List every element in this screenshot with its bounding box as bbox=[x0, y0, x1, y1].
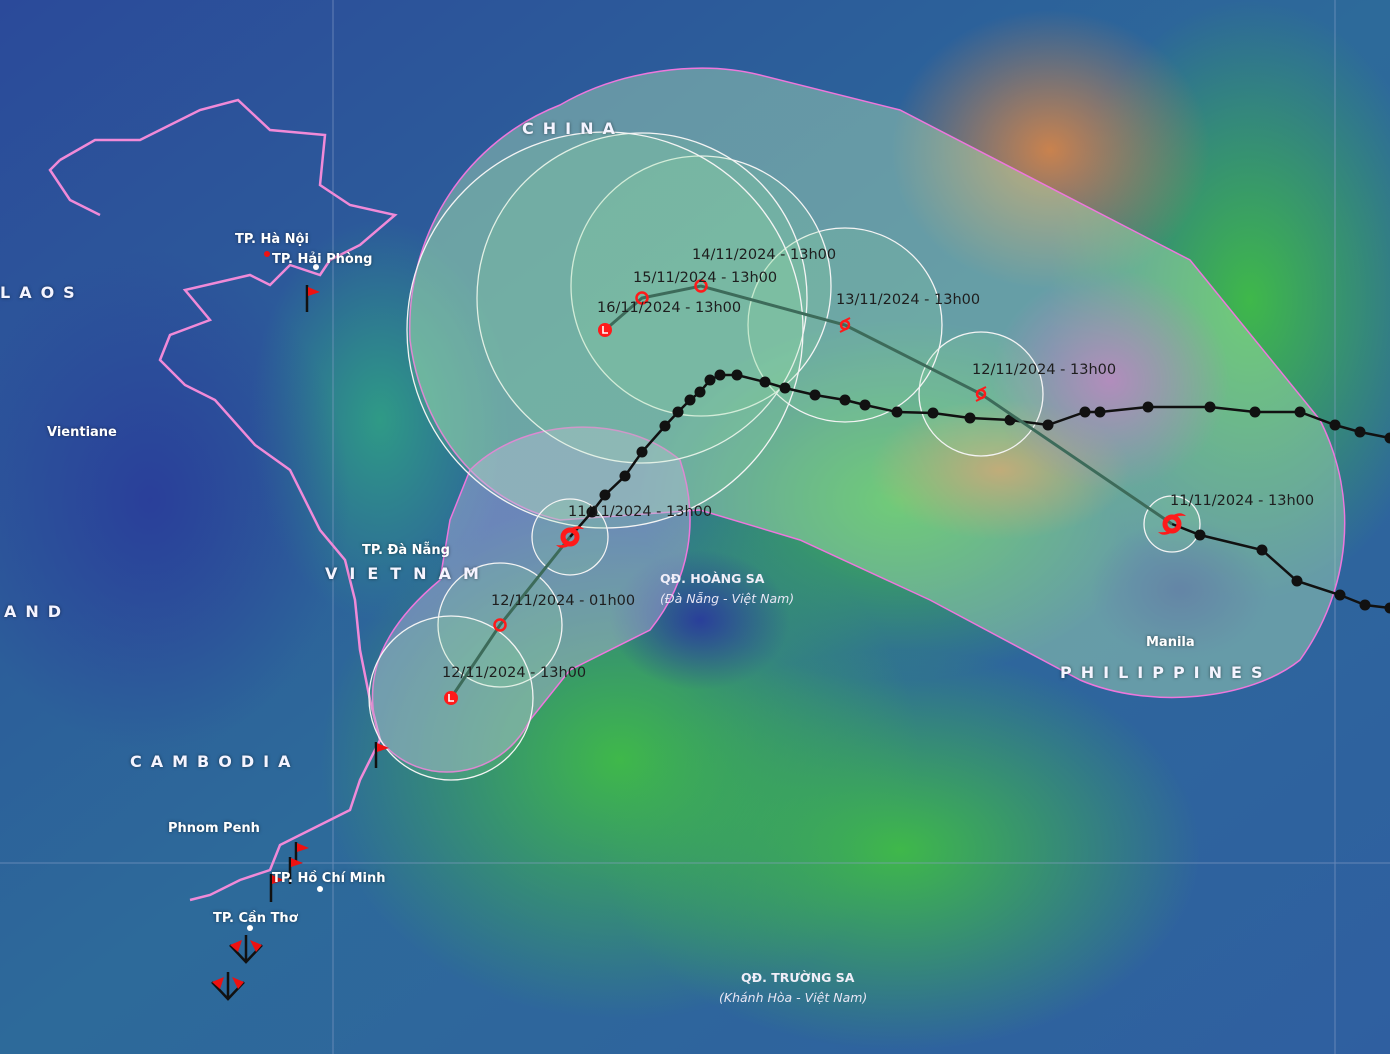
country-label-laos: LAOS bbox=[0, 283, 84, 302]
flag-icon bbox=[294, 842, 309, 862]
forecast-label: 12/11/2024 - 13h00 bbox=[442, 665, 587, 681]
past-position-icon bbox=[672, 406, 684, 418]
typhoon-icon bbox=[556, 526, 584, 548]
past-position-icon bbox=[731, 369, 743, 381]
depression-icon bbox=[493, 618, 507, 632]
past-position-icon bbox=[859, 399, 871, 411]
flag-icon bbox=[229, 935, 263, 964]
city-dots bbox=[247, 251, 323, 931]
forecast-label: 11/11/2024 - 13h00 bbox=[568, 504, 713, 520]
typhoon-icon bbox=[1158, 513, 1186, 535]
city-label-danang: TP. Đà Nẵng bbox=[362, 543, 450, 558]
past-position-icon bbox=[1354, 426, 1366, 438]
past-position-icon bbox=[1094, 406, 1106, 418]
country-label-philippines: PHILIPPINES bbox=[1060, 663, 1272, 682]
island-label-truongsa: QĐ. TRƯỜNG SA bbox=[741, 970, 855, 985]
forecast-label: 12/11/2024 - 13h00 bbox=[972, 362, 1117, 378]
vietnam-border bbox=[48, 98, 398, 902]
flag-icon bbox=[288, 857, 303, 884]
forecast-label: 12/11/2024 - 01h00 bbox=[491, 593, 636, 609]
past-position-icon bbox=[1294, 406, 1306, 418]
past-position-icon bbox=[1256, 544, 1268, 556]
storm-tracks bbox=[449, 284, 1390, 699]
storm-icon bbox=[839, 317, 851, 333]
forecast-label: 11/11/2024 - 13h00 bbox=[1170, 493, 1315, 509]
flag-icon bbox=[374, 742, 389, 768]
city-label-manila: Manila bbox=[1146, 635, 1195, 650]
depression-icon bbox=[635, 291, 649, 305]
past-position-icon bbox=[599, 489, 611, 501]
past-position-icon bbox=[1359, 599, 1371, 611]
past-position-icon bbox=[927, 407, 939, 419]
past-position-icon bbox=[964, 412, 976, 424]
forecast-label: 16/11/2024 - 13h00 bbox=[597, 300, 742, 316]
past-position-icon bbox=[1194, 529, 1206, 541]
forecast-label: 13/11/2024 - 13h00 bbox=[836, 292, 981, 308]
past-position-icon bbox=[1334, 589, 1346, 601]
past-position-icon bbox=[891, 406, 903, 418]
past-position-icon bbox=[1329, 419, 1341, 431]
past-position-icon bbox=[704, 374, 716, 386]
warning-flags bbox=[211, 285, 389, 1001]
past-position-icon bbox=[1384, 432, 1390, 444]
past-position-icon bbox=[1249, 406, 1261, 418]
past-position-icon bbox=[586, 506, 598, 518]
storm-west-cone bbox=[371, 426, 691, 773]
forecast-track-line bbox=[449, 536, 572, 699]
past-position-icon bbox=[839, 394, 851, 406]
cones bbox=[371, 67, 1346, 773]
past-position-icon bbox=[1142, 401, 1154, 413]
past-position-icon bbox=[1042, 419, 1054, 431]
city-label-hanoi: TP. Hà Nội bbox=[235, 232, 309, 247]
past-position-icon bbox=[659, 420, 671, 432]
past-position-icon bbox=[779, 382, 791, 394]
flag-icon bbox=[305, 285, 320, 312]
flag-icon bbox=[211, 972, 245, 1001]
past-position-icon bbox=[1291, 575, 1303, 587]
country-label-thailand: AND bbox=[4, 602, 71, 621]
island-label-hoangsa: QĐ. HOÀNG SA bbox=[660, 571, 765, 586]
forecast-label: 15/11/2024 - 13h00 bbox=[633, 270, 778, 286]
past-position-icon bbox=[1079, 406, 1091, 418]
country-label-vietnam: VIETNAM bbox=[325, 564, 491, 583]
past-position-icon bbox=[809, 389, 821, 401]
forecast-track-line bbox=[604, 284, 1173, 526]
depression-icon bbox=[694, 279, 708, 293]
past-position-icon bbox=[694, 386, 706, 398]
storm-icon bbox=[975, 386, 987, 402]
low-pressure-icon bbox=[598, 323, 612, 337]
storm-east-cone bbox=[409, 67, 1346, 699]
country-label-cambodia: CAMBODIA bbox=[130, 752, 300, 771]
storm-markers bbox=[444, 279, 1186, 705]
past-position-icon bbox=[1204, 401, 1216, 413]
low-pressure-icon bbox=[444, 691, 458, 705]
flag-icon bbox=[269, 874, 284, 902]
forecast-label: 14/11/2024 - 13h00 bbox=[692, 247, 837, 263]
past-position-icon bbox=[759, 376, 771, 388]
past-position-icon bbox=[684, 394, 696, 406]
city-label-cantho: TP. Cần Thơ bbox=[213, 911, 298, 926]
island-sublabel-hoangsa: (Đà Nẵng - Việt Nam) bbox=[660, 591, 795, 606]
island-sublabel-truongsa: (Khánh Hòa - Việt Nam) bbox=[719, 990, 868, 1005]
city-label-phnompenh: Phnom Penh bbox=[168, 821, 260, 836]
country-label-china: CHINA bbox=[522, 119, 624, 138]
city-label-hcm: TP. Hồ Chí Minh bbox=[272, 871, 386, 886]
past-position-icon bbox=[714, 369, 726, 381]
past-position-icon bbox=[619, 470, 631, 482]
city-label-haiphong: TP. Hải Phòng bbox=[272, 252, 373, 267]
city-label-vientiane: Vientiane bbox=[47, 425, 117, 440]
past-position-icon bbox=[636, 446, 648, 458]
past-position-icon bbox=[1384, 602, 1390, 614]
